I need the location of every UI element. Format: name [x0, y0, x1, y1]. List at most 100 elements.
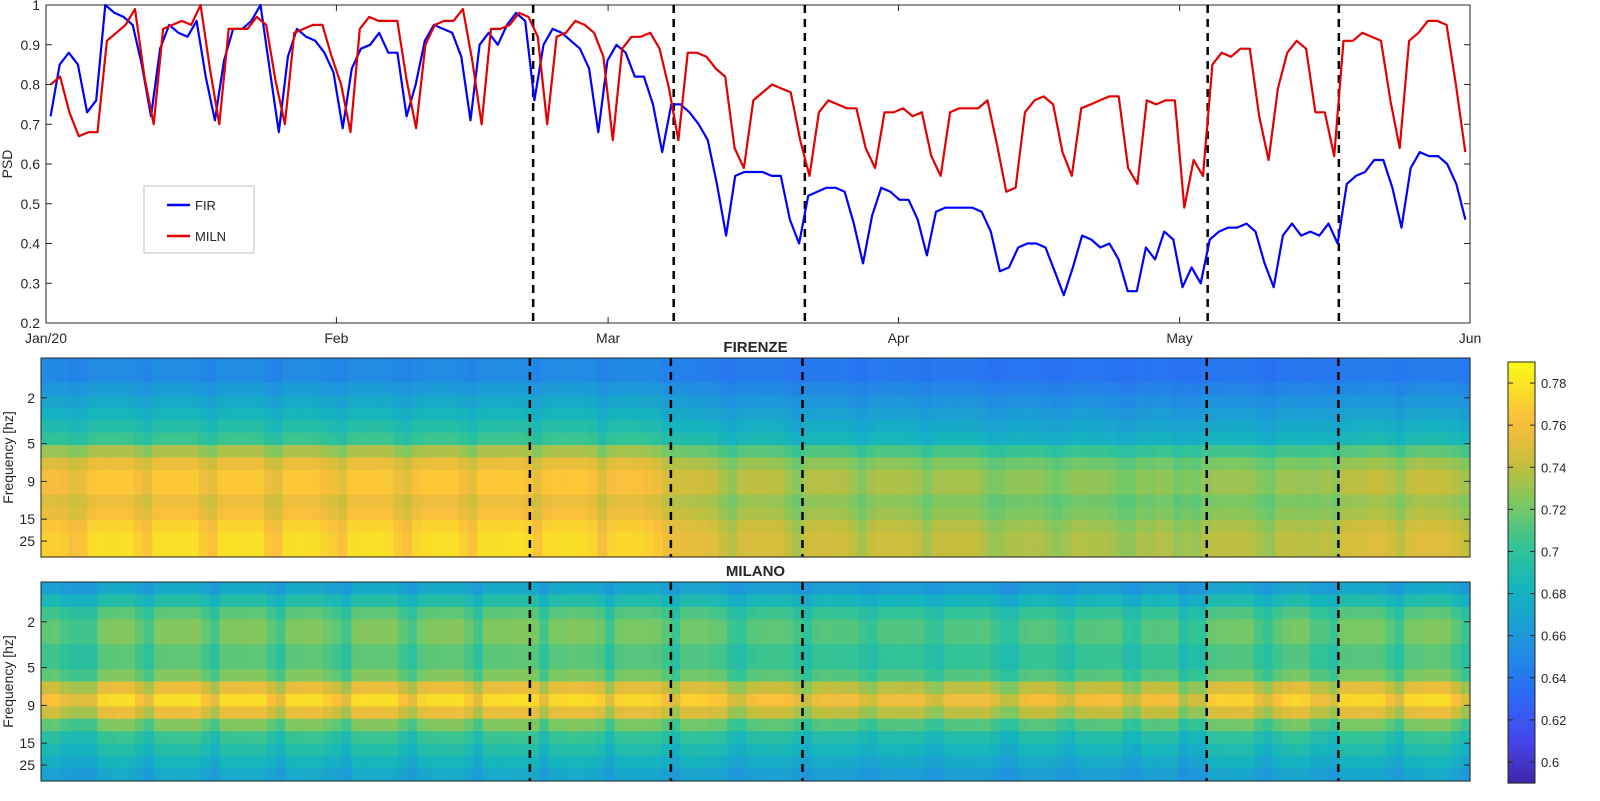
- heatmap-cell: [125, 718, 136, 732]
- heatmap-cell: [347, 445, 358, 459]
- heatmap-cell: [671, 358, 682, 372]
- heatmap-cell: [1272, 594, 1283, 608]
- heatmap-cell: [1451, 407, 1462, 421]
- heatmap-cell: [1169, 656, 1180, 670]
- heatmap-cell: [539, 768, 550, 782]
- heatmap-cell: [1263, 606, 1274, 620]
- heatmap-cell: [1253, 756, 1264, 770]
- heatmap-cell: [718, 544, 729, 558]
- heatmap-cell: [473, 706, 484, 720]
- heatmap-cell: [597, 457, 608, 471]
- heatmap-cell: [539, 743, 550, 757]
- heatmap-cell: [680, 743, 691, 757]
- heatmap-cell: [375, 420, 385, 434]
- heatmap-cell: [144, 644, 155, 658]
- heatmap-cell: [1103, 718, 1114, 732]
- heatmap-cell: [1163, 457, 1174, 471]
- heatmap-cell: [943, 731, 954, 745]
- heatmap-cell: [1061, 469, 1072, 483]
- heatmap-cell: [1460, 718, 1471, 732]
- heatmap-cell: [1321, 420, 1332, 434]
- heatmap-cell: [449, 370, 460, 384]
- heatmap-cell: [1265, 407, 1276, 421]
- heatmap-cell: [304, 644, 315, 658]
- heatmap-cell: [1272, 768, 1283, 782]
- heatmap-cell: [375, 532, 385, 546]
- heatmap-cell: [235, 432, 246, 446]
- heatmap-cell: [1191, 469, 1202, 483]
- heatmap-cell: [811, 594, 822, 608]
- heatmap-cell: [1432, 370, 1443, 384]
- heatmap-cell: [1451, 681, 1462, 695]
- heatmap-cell: [356, 507, 367, 521]
- heatmap-cell: [866, 457, 877, 471]
- heatmap-cell: [1216, 768, 1227, 782]
- heatmap-cell: [229, 693, 240, 707]
- heatmap-cell: [161, 482, 172, 496]
- heatmap-cell: [1275, 507, 1286, 521]
- heatmap-cell: [1210, 395, 1221, 409]
- heatmap-cell: [579, 432, 590, 446]
- heatmap-cell: [1197, 619, 1208, 633]
- heatmap-cell: [226, 407, 237, 421]
- heatmap-cell: [793, 718, 804, 732]
- heatmap-cell: [670, 768, 681, 782]
- heatmap-cell: [1219, 544, 1230, 558]
- heatmap-cell: [1272, 693, 1283, 707]
- heatmap-cell: [319, 382, 330, 396]
- heatmap-cell: [1275, 519, 1286, 533]
- heatmap-cell: [931, 469, 942, 483]
- heatmap-cell: [1159, 768, 1170, 782]
- heatmap-cell: [477, 382, 487, 396]
- heatmap-cell: [811, 669, 822, 683]
- heatmap-cell: [135, 669, 146, 683]
- heatmap-cell: [567, 681, 578, 695]
- heatmap-cell: [830, 718, 841, 732]
- heatmap-cell: [1052, 507, 1063, 521]
- heatmap-cell: [1191, 457, 1202, 471]
- heatmap-cell: [802, 681, 813, 695]
- heatmap-cell: [569, 420, 580, 434]
- heatmap-cell: [1340, 358, 1350, 372]
- heatmap-cell: [1043, 445, 1054, 459]
- heatmap-cell: [1291, 669, 1302, 683]
- heatmap-cell: [133, 407, 144, 421]
- heatmap-cell: [1460, 743, 1471, 757]
- heatmap-cell: [1263, 693, 1274, 707]
- heatmap-cell: [792, 432, 803, 446]
- heatmap-cell: [1108, 532, 1118, 546]
- heatmap-cell: [616, 445, 627, 459]
- heatmap-cell: [1131, 756, 1142, 770]
- heatmap-cell: [588, 482, 599, 496]
- heatmap-cell: [1122, 681, 1133, 695]
- heatmap-cell: [858, 681, 869, 695]
- heatmap-cell: [238, 656, 249, 670]
- heatmap-cell: [208, 420, 218, 434]
- heatmap-cell: [1117, 445, 1128, 459]
- heatmap-cell: [690, 494, 701, 508]
- heatmap-cell: [885, 532, 896, 546]
- heatmap-cell: [670, 743, 681, 757]
- heatmap-cell: [1405, 382, 1415, 396]
- heatmap-cell: [1414, 370, 1425, 384]
- heatmap-cell: [1293, 395, 1304, 409]
- heatmap-cell: [1375, 606, 1386, 620]
- heatmap-cell: [254, 532, 265, 546]
- heatmap-cell: [1330, 395, 1341, 409]
- heatmap-cell: [351, 644, 362, 658]
- heatmap-cell: [1210, 432, 1221, 446]
- heatmap-cell: [774, 457, 784, 471]
- heatmap-cell: [579, 544, 590, 558]
- heatmap-cell: [634, 358, 645, 372]
- heatmap-cell: [1330, 494, 1341, 508]
- heatmap-cell: [1358, 482, 1369, 496]
- heatmap-cell: [913, 382, 924, 396]
- heatmap-cell: [652, 731, 663, 745]
- heatmap-cell: [708, 743, 719, 757]
- heatmap-cell: [1009, 644, 1020, 658]
- heatmap-cell: [501, 619, 512, 633]
- heatmap-cell: [987, 469, 998, 483]
- heatmap-cell: [1103, 706, 1114, 720]
- heatmap-cell: [143, 420, 153, 434]
- heatmap-cell: [125, 594, 136, 608]
